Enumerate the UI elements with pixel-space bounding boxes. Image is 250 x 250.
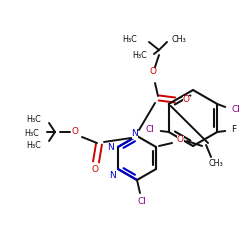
Text: O: O [176, 136, 184, 144]
Text: N: N [108, 144, 114, 152]
Text: H₃C: H₃C [26, 142, 41, 150]
Text: H₃C: H₃C [132, 50, 147, 59]
Text: O: O [92, 166, 98, 174]
Text: CH₃: CH₃ [209, 158, 224, 168]
Text: H₃C: H₃C [122, 36, 137, 44]
Text: N: N [132, 130, 138, 138]
Text: O: O [182, 96, 190, 104]
Text: Cl: Cl [138, 198, 146, 206]
Text: Cl: Cl [146, 124, 155, 134]
Text: N: N [110, 170, 116, 179]
Text: F: F [231, 124, 236, 134]
Text: O: O [150, 68, 156, 76]
Text: H₃C: H₃C [26, 116, 41, 124]
Text: O: O [72, 128, 78, 136]
Text: CH₃: CH₃ [171, 36, 186, 44]
Text: H₃C: H₃C [24, 128, 39, 138]
Text: Cl: Cl [231, 104, 240, 114]
